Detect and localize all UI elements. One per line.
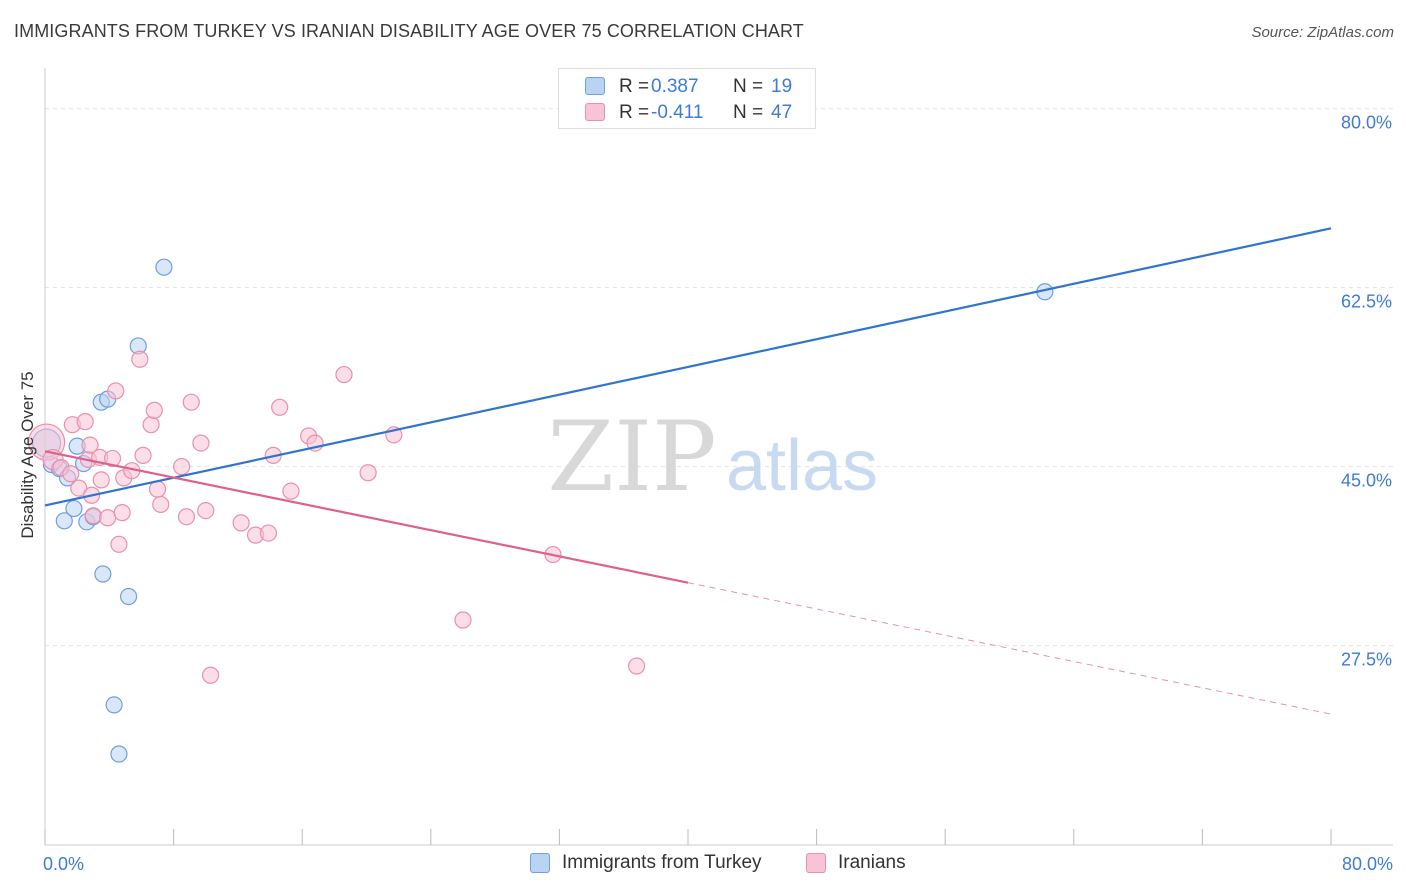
pink-data-point xyxy=(177,508,196,526)
pink-data-point xyxy=(110,535,128,553)
r-value: 0.387 xyxy=(651,76,699,97)
pink-data-point xyxy=(62,465,80,483)
turkey-swatch xyxy=(585,77,605,95)
data-points xyxy=(28,258,1054,763)
pink-data-point xyxy=(81,436,99,454)
r-label: R = xyxy=(619,76,650,97)
r-value: -0.411 xyxy=(651,102,704,123)
legend-label: Immigrants from Turkey xyxy=(562,852,762,873)
watermark-atlas: atlas xyxy=(726,426,878,506)
pink-data-point xyxy=(192,434,210,452)
legend-label: Iranians xyxy=(838,852,906,873)
pink-data-point xyxy=(70,479,88,497)
pink-data-point xyxy=(627,657,646,675)
pink-data-point xyxy=(134,446,152,464)
n-value: 47 xyxy=(771,102,793,123)
pink-data-point xyxy=(145,401,163,419)
pink-data-point xyxy=(232,514,250,532)
pink-data-point xyxy=(197,501,215,520)
y-tick-label: 62.5% xyxy=(1341,292,1392,312)
y-tick-label: 80.0% xyxy=(1341,113,1392,133)
pink-data-point xyxy=(152,495,170,514)
pink-data-point xyxy=(99,509,117,527)
blue-trend-line xyxy=(44,227,1332,507)
pink-data-point xyxy=(173,458,191,476)
turkey-legend-swatch xyxy=(530,853,550,873)
iranians-legend-swatch xyxy=(806,853,826,873)
y-tick-label: 45.0% xyxy=(1341,471,1392,491)
pink-data-point xyxy=(131,350,149,368)
n-value: 19 xyxy=(771,76,793,97)
blue-data-point xyxy=(65,499,83,518)
watermark: ZIP atlas xyxy=(547,401,878,513)
pink-data-point xyxy=(359,464,377,482)
pink-data-point xyxy=(182,393,200,411)
pink-data-point xyxy=(103,449,122,468)
pink-data-point xyxy=(107,382,125,400)
pink-data-point xyxy=(92,471,110,489)
pink-data-point xyxy=(271,398,289,416)
tick-labels: 27.5% 45.0% 62.5% 80.0% 0.0% 80.0% xyxy=(43,113,1393,874)
pink-trend-line xyxy=(44,450,689,584)
pink-data-point xyxy=(282,482,300,500)
pink-data-point xyxy=(259,524,278,542)
watermark-zip: ZIP xyxy=(547,401,716,513)
r-label: R = xyxy=(619,102,650,123)
iranians-swatch xyxy=(585,103,605,121)
y-axis-label: Disability Age Over 75 xyxy=(18,371,37,539)
pink-data-point xyxy=(76,413,94,431)
x-tick-label: 80.0% xyxy=(1342,854,1393,874)
correlation-legend: R = 0.387 N = 19 R = -0.411 N = 47 xyxy=(558,68,816,129)
pink-data-point xyxy=(201,666,220,684)
blue-data-point xyxy=(105,696,123,714)
blue-data-point xyxy=(55,512,73,530)
pink-trend-line-extension xyxy=(687,582,1332,715)
chart-title: IMMIGRANTS FROM TURKEY VS IRANIAN DISABI… xyxy=(14,21,804,41)
y-tick-label: 27.5% xyxy=(1341,650,1392,670)
blue-data-point xyxy=(119,587,138,606)
x-tick-label: 0.0% xyxy=(43,854,84,874)
n-label: N = xyxy=(733,102,764,123)
pink-data-point xyxy=(113,504,131,522)
n-label: N = xyxy=(733,76,764,97)
source-label: Source: ZipAtlas.com xyxy=(1251,24,1394,41)
blue-data-point xyxy=(155,258,173,276)
blue-data-point xyxy=(110,745,128,763)
trend-lines xyxy=(44,227,1332,715)
blue-data-point xyxy=(94,565,112,583)
gridlines xyxy=(45,108,1393,647)
pink-data-point xyxy=(454,611,472,629)
pink-data-point xyxy=(84,507,102,525)
pink-data-point xyxy=(142,416,160,434)
axes xyxy=(44,68,1393,846)
pink-data-point xyxy=(335,365,353,384)
